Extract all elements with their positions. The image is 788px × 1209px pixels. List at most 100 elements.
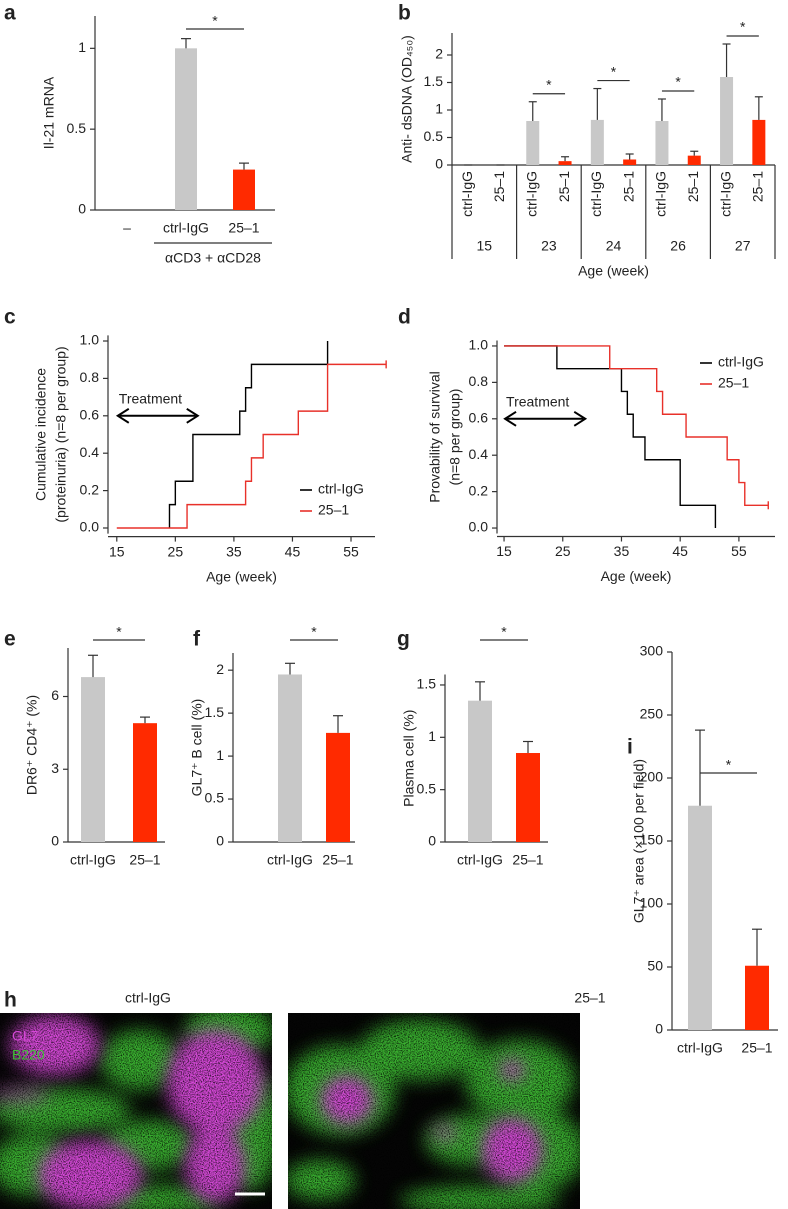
bar xyxy=(516,753,540,842)
group-label: 23 xyxy=(541,238,557,254)
x-tick-label: 45 xyxy=(285,543,301,559)
bar xyxy=(687,155,701,165)
panel-label: i xyxy=(627,736,633,759)
x-tick-label: 25–1 xyxy=(741,1040,772,1056)
significance-label: * xyxy=(726,757,732,773)
y-tick-label: 0.0 xyxy=(469,519,489,535)
significance-label: * xyxy=(116,624,122,640)
x-axis-label: Age (week) xyxy=(601,568,672,584)
significance-label: * xyxy=(501,624,507,640)
y-tick-label: 1 xyxy=(435,101,443,117)
x-tick-label: 35 xyxy=(226,543,242,559)
y-tick-label: 1.5 xyxy=(417,676,437,692)
x-tick-label: 25–1 xyxy=(491,171,507,202)
y-tick-label: 6 xyxy=(51,687,59,703)
legend-label: 25–1 xyxy=(718,375,749,391)
y-tick-label: 0.0 xyxy=(80,519,100,535)
y-tick-label: 0.4 xyxy=(80,444,100,460)
y-tick-label: 0.2 xyxy=(80,481,100,497)
group-label: 15 xyxy=(477,238,493,254)
y-tick-label: 0 xyxy=(216,833,224,849)
legend-label: ctrl-IgG xyxy=(318,481,364,497)
x-tick-label: ctrl-IgG xyxy=(457,852,503,868)
y-tick-label: 50 xyxy=(647,958,663,974)
arrow-head xyxy=(573,410,588,427)
significance-label: * xyxy=(311,624,317,640)
y-tick-label: 0 xyxy=(435,156,443,172)
x-tick-label: 25–1 xyxy=(556,171,572,202)
significance-label: * xyxy=(740,19,746,35)
x-tick-label: – xyxy=(123,220,131,236)
arrow-head xyxy=(503,410,517,427)
y-tick-label: 1.0 xyxy=(469,337,489,353)
y-tick-label: 0.8 xyxy=(469,373,489,389)
legend-label: ctrl-IgG xyxy=(718,354,764,370)
y-tick-label: 0.5 xyxy=(417,780,437,796)
y-tick-label: 100 xyxy=(640,895,664,911)
y-tick-label: 1.0 xyxy=(80,332,100,348)
x-tick-label: 25 xyxy=(168,543,184,559)
x-tick-label: 15 xyxy=(109,543,125,559)
bar xyxy=(278,674,302,842)
y-tick-label: 0.2 xyxy=(469,482,489,498)
y-tick-label: 0 xyxy=(51,833,59,849)
y-tick-label: 1.5 xyxy=(205,704,225,720)
bar xyxy=(752,119,766,165)
y-tick-label: 1.5 xyxy=(424,73,444,89)
x-tick-label: ctrl-IgG xyxy=(459,171,475,217)
micrograph xyxy=(288,1013,580,1209)
y-tick-label: 0.5 xyxy=(205,790,225,806)
y-axis-label: Anti- dsDNA (OD₄₅₀) xyxy=(399,35,415,163)
image-title: ctrl-IgG xyxy=(125,990,171,1006)
group-label: αCD3 + αCD28 xyxy=(165,250,261,266)
x-tick-label: ctrl-IgG xyxy=(163,220,209,236)
y-tick-label: 0.4 xyxy=(469,446,489,462)
x-tick-label: 55 xyxy=(731,543,747,559)
y-tick-label: 250 xyxy=(640,706,664,722)
significance-label: * xyxy=(546,76,552,92)
bar xyxy=(688,805,712,1030)
x-tick-label: 55 xyxy=(343,543,359,559)
panel-label: c xyxy=(4,306,16,329)
x-tick-label: 35 xyxy=(614,543,630,559)
y-axis-label: (proteinuria) (n=8 per group) xyxy=(53,346,69,522)
y-axis-label: GL7⁺ area (×100 per field) xyxy=(631,759,647,923)
x-tick-label: 25–1 xyxy=(228,220,259,236)
step-line xyxy=(116,363,387,529)
x-tick-label: 45 xyxy=(672,543,688,559)
panel-label: h xyxy=(4,989,17,1012)
step-line xyxy=(504,345,769,506)
y-tick-label: 200 xyxy=(640,769,664,785)
legend-label: 25–1 xyxy=(318,502,349,518)
x-tick-label: ctrl-IgG xyxy=(588,171,604,217)
y-tick-label: 150 xyxy=(640,832,664,848)
x-tick-label: 25 xyxy=(555,543,571,559)
bar xyxy=(745,965,769,1030)
step-line xyxy=(504,345,717,529)
y-axis-label: (n=8 per group) xyxy=(447,389,463,486)
y-tick-label: 0.5 xyxy=(67,120,87,136)
stain-label: GL7 xyxy=(12,1028,39,1044)
bar xyxy=(590,119,604,165)
y-tick-label: 1 xyxy=(78,39,86,55)
image-title: 25–1 xyxy=(574,990,605,1006)
bar xyxy=(526,121,540,165)
x-tick-label: ctrl-IgG xyxy=(677,1040,723,1056)
panel-label: f xyxy=(193,628,201,651)
bar xyxy=(720,77,734,165)
bar xyxy=(326,732,350,842)
stain-label: B220 xyxy=(12,1047,45,1063)
y-axis-label: DR6⁺ CD4⁺ (%) xyxy=(24,695,40,795)
y-axis-label: Provability of survival xyxy=(427,371,443,503)
y-tick-label: 0.5 xyxy=(424,128,444,144)
x-tick-label: 25–1 xyxy=(750,171,766,202)
x-tick-label: 25–1 xyxy=(620,171,636,202)
bar xyxy=(558,161,572,165)
y-tick-label: 0.6 xyxy=(80,407,100,423)
y-axis-label: GL7⁺ B cell (%) xyxy=(189,699,205,797)
group-label: 26 xyxy=(670,238,686,254)
y-tick-label: 1 xyxy=(428,728,436,744)
x-tick-label: 25–1 xyxy=(512,852,543,868)
significance-label: * xyxy=(212,13,218,29)
arrow-head xyxy=(115,407,130,424)
